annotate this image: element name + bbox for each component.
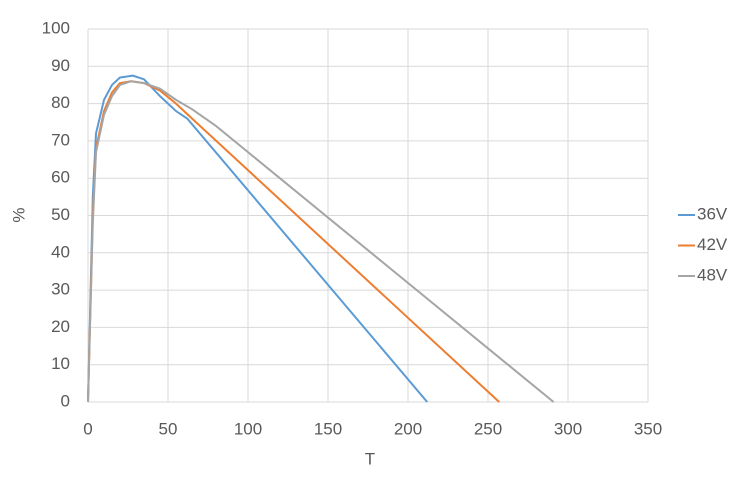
- x-tick-label: 200: [394, 419, 422, 438]
- y-tick-label: 30: [51, 280, 70, 299]
- series-line: [87, 74, 428, 403]
- y-tick-label: 100: [42, 18, 70, 37]
- x-tick-label: 350: [634, 419, 662, 438]
- y-tick-label: 90: [51, 56, 70, 75]
- x-tick-label: 150: [314, 419, 342, 438]
- x-tick-label: 0: [83, 419, 92, 438]
- x-axis-label: T: [365, 449, 375, 468]
- y-axis-label: %: [9, 207, 28, 222]
- y-tick-label: 20: [51, 317, 70, 336]
- x-tick-label: 250: [474, 419, 502, 438]
- y-tick-label: 80: [51, 93, 70, 112]
- series-line: [87, 80, 500, 403]
- legend-label: 36V: [697, 204, 728, 223]
- y-tick-label: 60: [51, 168, 70, 187]
- y-tick-label: 10: [51, 354, 70, 373]
- y-tick-label: 70: [51, 130, 70, 149]
- x-tick-label: 100: [234, 419, 262, 438]
- y-tick-label: 50: [51, 205, 70, 224]
- series-line: [87, 80, 555, 403]
- legend-label: 42V: [697, 235, 728, 254]
- y-tick-label: 0: [61, 391, 70, 410]
- y-tick-label: 40: [51, 242, 70, 261]
- legend-label: 48V: [697, 265, 728, 284]
- x-tick-label: 50: [159, 419, 178, 438]
- x-tick-label: 300: [554, 419, 582, 438]
